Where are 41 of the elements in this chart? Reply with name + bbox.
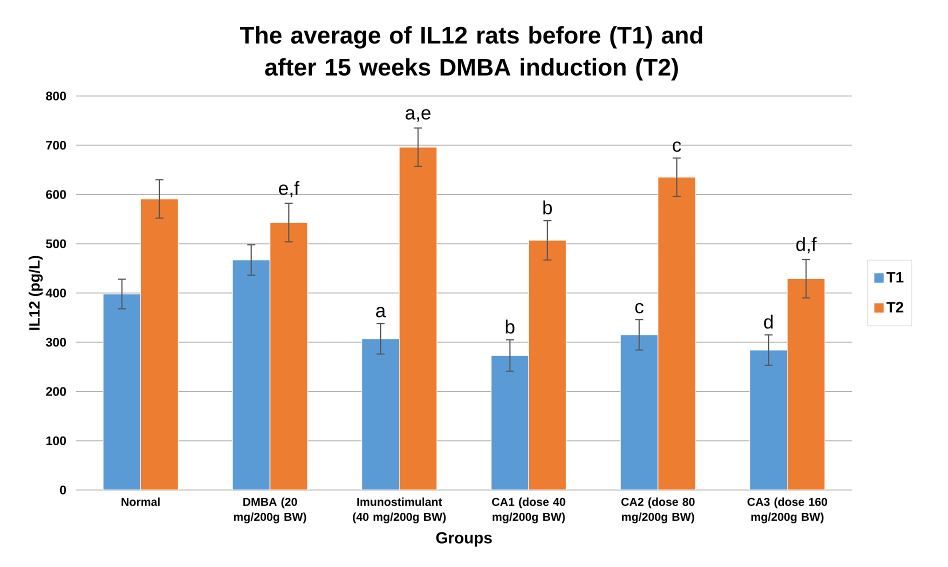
bar	[787, 278, 826, 490]
bar	[399, 146, 438, 490]
y-tick-label: 100	[46, 436, 66, 446]
annotation: b	[506, 320, 514, 334]
annotation: b	[543, 200, 552, 214]
annotation: d	[764, 314, 773, 329]
annotation: c	[672, 141, 681, 152]
y-tick-label: 800	[46, 92, 66, 100]
bar	[658, 176, 696, 490]
bar	[362, 338, 400, 490]
legend-label: T2	[886, 302, 904, 312]
x-tick-label: CA3 (dose 160 mg/200g BW)	[748, 498, 828, 524]
annotation: c	[635, 302, 644, 314]
bar	[620, 334, 658, 490]
x-tick-label: Normal	[122, 498, 160, 506]
y-tick-label: 0	[60, 486, 66, 494]
x-tick-label: CA1 (dose 40 mg/200g BW)	[492, 498, 566, 524]
bar	[750, 350, 788, 490]
chart-title: The average of IL12 rats before (T1) and after 15 weeks DMBA induction (T2)	[240, 26, 702, 80]
y-tick-label: 600	[46, 190, 66, 199]
annotation: e,f	[278, 180, 300, 198]
x-tick-label: DMBA (20 mg/200g BW)	[234, 498, 306, 524]
annotation: a,e	[406, 109, 430, 122]
x-tick-label: Imunostimulant (40 mg/200g BW)	[352, 498, 446, 524]
x-axis-title: Groups	[436, 532, 492, 547]
y-tick-label: 700	[46, 140, 66, 150]
annotation: a	[376, 306, 386, 318]
bar	[490, 355, 529, 490]
bar	[232, 260, 270, 490]
legend-label: T1	[886, 272, 904, 282]
annotation: d,f	[796, 237, 817, 254]
y-tick-label: 200	[46, 387, 66, 396]
bar	[528, 240, 566, 490]
y-tick-label: 400	[46, 288, 66, 298]
bar	[140, 198, 178, 490]
bar	[102, 294, 141, 490]
y-tick-label: 300	[46, 338, 66, 347]
x-tick-label: CA2 (dose 80 mg/200g BW)	[621, 498, 695, 524]
y-tick-label: 500	[46, 239, 66, 248]
bar	[270, 222, 308, 490]
y-axis-title: IL12 (pg/L)	[28, 256, 43, 330]
